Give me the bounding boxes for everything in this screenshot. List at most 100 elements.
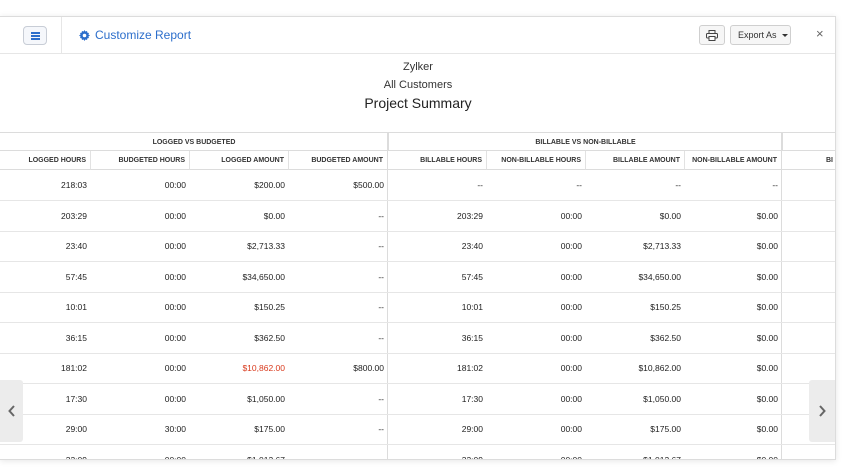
table-cell: 57:45 [461,271,483,282]
group-header-logged-vs-budgeted: LOGGED VS BUDGETED [0,132,388,151]
scroll-left-button[interactable] [0,380,23,442]
table-row: 203:29 00:00 $0.00 -- 203:29 00:00 $0.00 $0.00 [0,201,835,232]
report-title: Project Summary [364,95,472,111]
table-cell: 00:00 [164,363,186,373]
table-cell: 29:00 [65,424,87,434]
report-header: Zylker All Customers Project Summary [0,59,835,112]
table-row: 17:30 00:00 $1,050.00 -- 17:30 00:00 $1,050.00… [0,384,835,415]
table-cell: 181:02 [61,363,87,373]
table-cell: 36:15 [461,332,483,343]
table-cell: $175.00 [254,424,285,434]
table-cell: $1,050.00 [247,393,285,404]
table-cell: $150.25 [254,302,285,312]
table-cell: 00:00 [164,241,186,251]
menu-icon-bar [31,32,40,34]
table-cell: $1,013.67 [643,454,681,460]
column-header-truncated[interactable]: BI [782,151,835,170]
table-cell: -- [576,180,582,190]
table-cell: 00:00 [560,363,582,373]
report-filter: All Customers [383,79,453,91]
gear-icon [79,29,90,41]
table-row: 36:15 00:00 $362.50 -- 36:15 00:00 $362.50 $0.0… [0,323,835,354]
customize-report-button[interactable]: Customize Report [79,28,191,42]
table-cell: $150.25 [650,302,681,312]
column-header-non-billable-amount[interactable]: NON-BILLABLE AMOUNT [685,151,782,170]
table-cell: 33:09 [461,454,483,460]
column-header-non-billable-hours[interactable]: NON-BILLABLE HOURS [487,151,586,170]
table-cell: -- [378,210,384,221]
table-cell: $362.50 [650,332,681,343]
chevron-left-icon [7,405,15,417]
table-cell: 00:00 [164,271,186,282]
column-header-logged-amount[interactable]: LOGGED AMOUNT [190,151,289,170]
group-header-billable-vs-non-billable: BILLABLE VS NON-BILLABLE [388,132,782,151]
printer-icon [706,29,718,41]
table-cell: -- [477,180,483,190]
table-cell: $0.00 [756,424,778,434]
table-cell: 00:00 [164,180,186,190]
table-cell: $34,650.00 [638,271,681,282]
table-cell: 203:29 [457,210,483,221]
table-cell: $500.00 [353,180,384,190]
export-as-dropdown[interactable]: Export As [730,25,791,45]
menu-icon-bar [31,38,40,40]
organization-name: Zylker [403,61,433,73]
table-cell: 00:00 [164,454,186,460]
table-cell: 00:00 [164,332,186,343]
table-row: 10:01 00:00 $150.25 -- 10:01 00:00 $150.25 $0.0… [0,292,835,323]
scroll-right-button[interactable] [809,380,835,442]
table-cell: $0.00 [756,363,778,373]
column-header-logged-hours[interactable]: LOGGED HOURS [0,151,91,170]
table-cell: $0.00 [756,241,778,251]
column-header-billable-amount[interactable]: BILLABLE AMOUNT [586,151,685,170]
export-as-label: Export As [738,30,777,40]
column-header-budgeted-amount[interactable]: BUDGETED AMOUNT [289,151,388,170]
column-header-billable-hours[interactable]: BILLABLE HOURS [388,151,487,170]
table-cell: 00:00 [560,302,582,312]
close-icon[interactable]: × [816,26,824,41]
table-cell: 10:01 [65,302,87,312]
table-cell: $200.00 [254,180,285,190]
table-cell: -- [378,424,384,434]
table-cell: 00:00 [560,454,582,460]
toolbar-divider [61,17,62,54]
table-cell: -- [378,332,384,343]
group-divider [781,132,782,459]
customize-report-label: Customize Report [95,28,192,42]
table-cell: $0.00 [756,271,778,282]
table-cell: 29:00 [461,424,483,434]
chevron-down-icon [781,34,788,37]
table-cell: 00:00 [560,332,582,343]
table-cell: $2,713.33 [247,241,285,251]
group-divider [387,132,388,459]
table-cell: 00:00 [560,210,582,221]
table-cell: 10:01 [461,302,483,312]
menu-icon-bar [31,35,40,37]
table-row: 33:09 00:00 $1,013.67 -- 33:09 00:00 $1,013.67… [0,445,835,460]
table-cell: 23:40 [461,241,483,251]
table-row: 218:03 00:00 $200.00 $500.00 -- -- -- -- [0,170,835,201]
table-cell: 00:00 [560,271,582,282]
table-cell: 218:03 [61,180,87,190]
table-cell: $0.00 [659,210,681,221]
table-cell: $1,050.00 [643,393,681,404]
table-cell: $34,650.00 [242,271,285,282]
group-header-next [782,132,835,151]
table-cell: $0.00 [756,393,778,404]
table-cell: -- [378,393,384,404]
table-cell: -- [378,241,384,251]
print-button[interactable] [699,25,725,45]
column-header-budgeted-hours[interactable]: BUDGETED HOURS [91,151,190,170]
table-cell: 00:00 [164,302,186,312]
table-cell: -- [378,454,384,460]
hamburger-menu-button[interactable] [23,26,47,45]
table-cell: $1,013.67 [247,454,285,460]
table-cell: 00:00 [560,241,582,251]
table-cell: 17:30 [65,393,87,404]
table-cell: -- [772,180,778,190]
table-cell: $800.00 [353,363,384,373]
table-cell: -- [378,271,384,282]
table-cell: $362.50 [254,332,285,343]
table-row: 29:00 30:00 $175.00 -- 29:00 00:00 $175.00 $0.0… [0,414,835,445]
table-cell: 00:00 [560,424,582,434]
